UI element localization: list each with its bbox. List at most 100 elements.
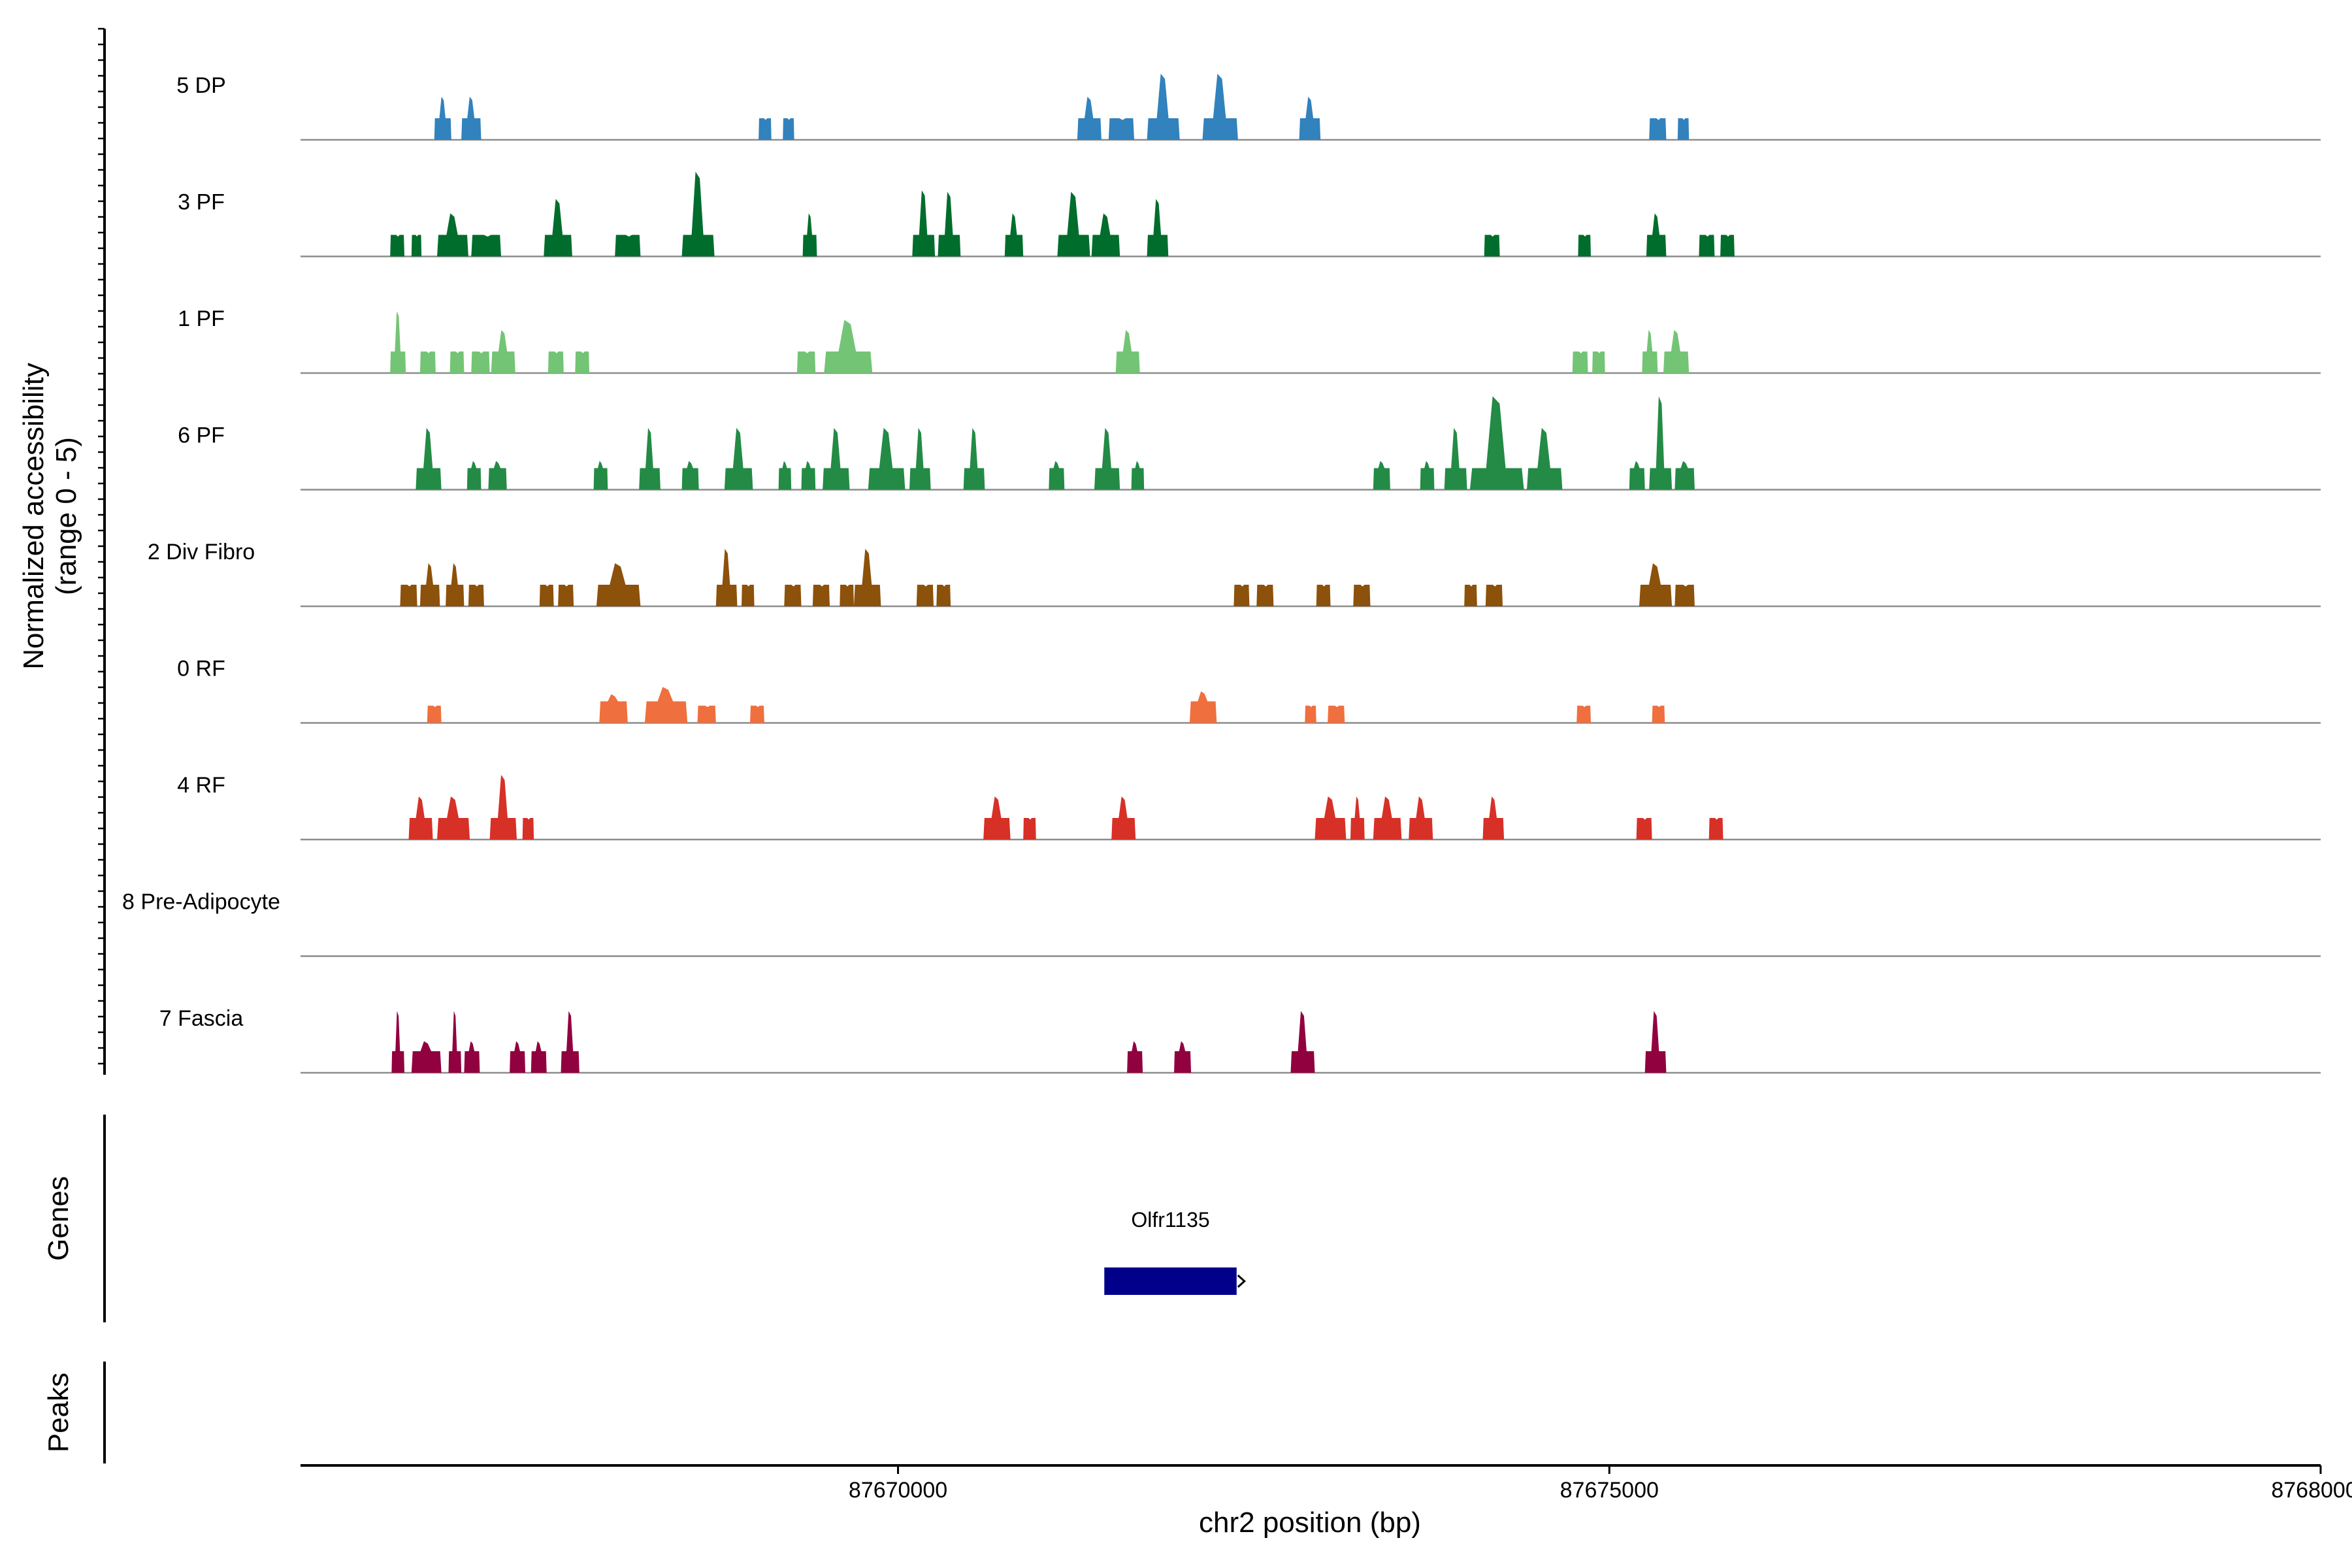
coverage-peak — [840, 585, 854, 606]
track-6-pf: 6 PF — [178, 396, 2321, 491]
track-label: 6 PF — [178, 423, 225, 448]
coverage-peak — [1115, 330, 1140, 373]
track-3-pf: 3 PF — [178, 171, 2321, 257]
coverage-peak — [963, 427, 985, 490]
coverage-peak — [1049, 461, 1065, 490]
coverage-peak — [759, 118, 772, 140]
coverage-peak — [1131, 461, 1145, 490]
coverage-peak — [1305, 706, 1316, 723]
coverage-peak — [1578, 235, 1591, 257]
coverage-peak — [390, 311, 406, 373]
coverage-peak — [539, 585, 554, 606]
track-8-pre-adipocyte: 8 Pre-Adipocyte — [122, 890, 2321, 957]
coverage-peak — [489, 775, 517, 840]
coverage-peak — [936, 585, 951, 606]
coverage-peak — [1484, 235, 1500, 257]
coverage-peak — [938, 191, 961, 257]
coverage-peak — [868, 427, 906, 490]
coverage-peak — [1147, 73, 1180, 140]
coverage-peak — [411, 1041, 442, 1073]
coverage-peak — [1174, 1041, 1192, 1073]
coverage-peak — [1639, 563, 1673, 606]
coverage-peak — [427, 706, 442, 723]
track-label: 4 RF — [177, 773, 225, 798]
coverage-peak — [1482, 796, 1505, 840]
coverage-peak — [437, 213, 468, 257]
coverage-peak — [1527, 427, 1563, 490]
coverage-peak — [750, 706, 764, 723]
coverage-peak — [400, 585, 417, 606]
coverage-peak — [448, 1011, 462, 1073]
coverage-peak — [1004, 213, 1024, 257]
coverage-peak — [466, 461, 482, 490]
coverage-minor-ticks — [98, 27, 105, 1065]
x-axis-ticks: 87670000 87675000 87680000 — [849, 1465, 2352, 1503]
y-axis-subtitle: (range 0 - 5) — [50, 437, 82, 595]
coverage-peak — [1642, 330, 1658, 373]
coverage-peak — [449, 351, 465, 373]
coverage-peak — [1111, 796, 1136, 840]
coverage-peak — [697, 706, 716, 723]
coverage-peak — [461, 97, 482, 140]
coverage-peak — [812, 585, 830, 606]
coverage-peak — [510, 1041, 525, 1073]
track-label: 7 Fascia — [159, 1006, 244, 1031]
coverage-peak — [434, 97, 451, 140]
coverage-peak — [1420, 461, 1435, 490]
coverage-peak — [547, 351, 564, 373]
coverage-peak — [715, 549, 738, 606]
coverage-peak — [1649, 396, 1673, 490]
coverage-peak — [681, 171, 715, 257]
coverage-peak — [1677, 118, 1690, 140]
coverage-peak — [681, 461, 699, 490]
track-4-rf: 4 RF — [177, 773, 2321, 841]
coverage-peak — [446, 563, 465, 606]
strand-arrow — [1237, 1274, 1247, 1288]
coverage-peak — [909, 427, 931, 490]
coverage-peak — [1649, 118, 1667, 140]
coverage-peak — [1469, 396, 1524, 490]
gene-label: Olfr1135 — [1131, 1208, 1209, 1232]
gene-body — [1104, 1267, 1237, 1295]
coverage-peak — [1147, 199, 1169, 257]
coverage-peak — [593, 461, 608, 490]
gene-annotations: Olfr1135 — [1104, 1208, 1247, 1295]
coverage-peak — [575, 351, 589, 373]
coverage-peak — [801, 461, 816, 490]
gene-olfr1135: Olfr1135 — [1104, 1208, 1247, 1295]
coverage-peak — [1720, 235, 1735, 257]
coverage-peak — [1299, 97, 1321, 140]
coverage-peak — [644, 687, 688, 723]
coverage-peak — [1485, 585, 1503, 606]
track-2-div-fibro: 2 Div Fibro — [148, 540, 2321, 608]
coverage-peak — [1576, 706, 1591, 723]
coverage-peak — [1315, 796, 1347, 840]
coverage-peak — [912, 190, 936, 257]
coverage-peak — [1108, 118, 1134, 140]
track-5-dp: 5 DP — [176, 73, 2321, 141]
track-label: 2 Div Fibro — [148, 540, 255, 564]
coverage-peak — [468, 585, 484, 606]
coverage-peak — [471, 235, 501, 257]
track-label: 1 PF — [178, 306, 225, 331]
y-axis-title: Normalized accessibility — [18, 363, 50, 669]
coverage-peak — [561, 1011, 580, 1073]
coverage-peak — [1373, 796, 1402, 840]
coverage-peak — [615, 235, 641, 257]
coverage-tracks: 5 DP 3 PF 1 PF 6 PF 2 Div Fibro 0 RF 4 RF 8 Pre… — [122, 73, 2321, 1074]
coverage-peak — [1233, 585, 1250, 606]
coverage-peak — [783, 118, 794, 140]
coverage-peak — [1316, 585, 1331, 606]
coverage-peak — [599, 694, 628, 723]
coverage-peak — [916, 585, 934, 606]
track-label: 3 PF — [178, 190, 225, 215]
x-axis-title: chr2 position (bp) — [1199, 1507, 1421, 1539]
coverage-peak — [1708, 818, 1723, 840]
coverage-peak — [1572, 351, 1588, 373]
track-label: 5 DP — [176, 73, 226, 98]
genes-section-label: Genes — [42, 1176, 74, 1261]
coverage-peak — [724, 427, 753, 490]
coverage-peak — [1409, 796, 1433, 840]
coverage-peak — [408, 796, 433, 840]
